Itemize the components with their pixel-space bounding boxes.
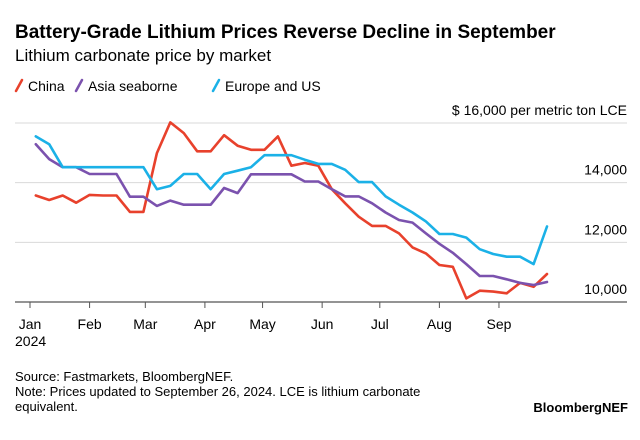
x-tick-label: Aug	[427, 316, 452, 332]
note-text-line2: equivalent.	[15, 399, 78, 414]
series-lines	[34, 121, 549, 300]
legend-swatch-2	[211, 78, 221, 93]
source-text: Source: Fastmarkets, BloombergNEF.	[15, 369, 233, 384]
y-tick-label: 12,000	[584, 221, 627, 237]
legend-label: China	[28, 78, 65, 94]
legend-swatch-1	[74, 78, 84, 93]
legend-label: Asia seaborne	[88, 78, 178, 94]
x-tick-label: Feb	[78, 316, 102, 332]
y-axis-labels: 10,000 12,000 14,000 $ 16,000 per metric to…	[452, 102, 627, 297]
brand-logo: BloombergNEF	[533, 400, 628, 415]
x-tick-label: Jan	[19, 316, 42, 332]
chart-subtitle: Lithium carbonate price by market	[15, 46, 271, 65]
x-tick-label: Jul	[371, 316, 389, 332]
legend: China Asia seaborne Europe and US	[14, 78, 321, 94]
series-line-asia-seaborne	[34, 142, 549, 287]
legend-label: Europe and US	[225, 78, 321, 94]
x-tick-label: Sep	[487, 316, 512, 332]
chart-title: Battery-Grade Lithium Prices Reverse Dec…	[15, 22, 556, 43]
x-axis: Jan Feb Mar Apr May Jun Jul Aug Sep 2024	[15, 301, 627, 349]
legend-swatch-0	[14, 78, 24, 93]
note-text-line1: Note: Prices updated to September 26, 20…	[15, 384, 420, 399]
y-tick-label: 10,000	[584, 281, 627, 297]
x-tick-label: Apr	[194, 316, 216, 332]
y-tick-label: $ 16,000 per metric ton LCE	[452, 102, 627, 118]
y-tick-label: 14,000	[584, 162, 627, 178]
series-line-europe-and-us	[34, 135, 549, 266]
x-tick-label: May	[249, 316, 275, 332]
x-year-label: 2024	[15, 333, 46, 349]
series-line-china	[34, 121, 549, 300]
x-tick-label: Mar	[133, 316, 157, 332]
x-tick-label: Jun	[311, 316, 334, 332]
